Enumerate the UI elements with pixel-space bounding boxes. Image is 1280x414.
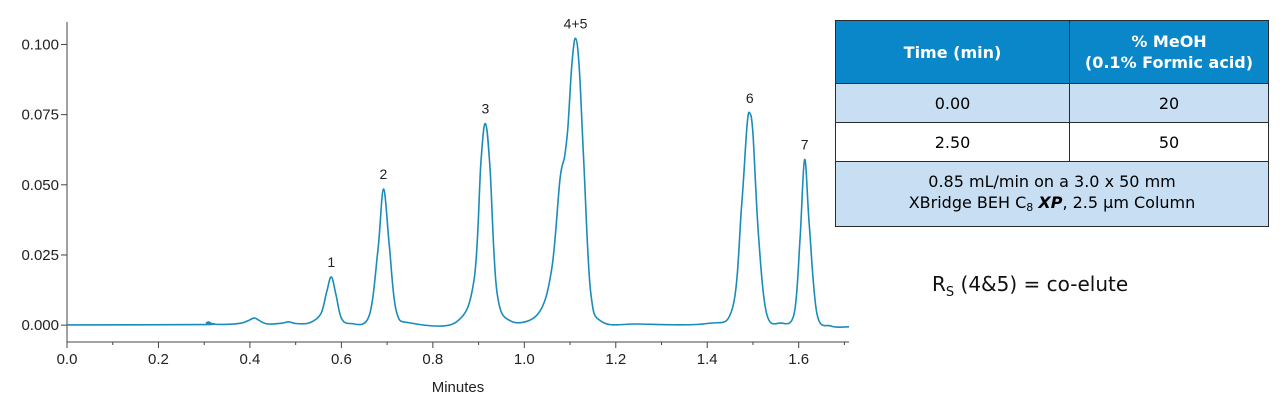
- y-tick-label: 0.025: [21, 247, 59, 264]
- x-tick-label: 0.2: [148, 351, 169, 368]
- chart-ticks: 0.0 0.2 0.4 0.6 0.8 1.0 1.2 1.4 1.6 0.000 0.025 0.0…: [21, 36, 845, 368]
- chromatogram-line: [66, 37, 850, 328]
- rs-symbol: R: [932, 272, 946, 296]
- x-axis-label: Minutes: [432, 379, 485, 396]
- y-tick-label: 0.100: [21, 36, 59, 53]
- peak-label: 2: [380, 166, 388, 182]
- x-tick-label: 0.0: [57, 351, 78, 368]
- x-tick-label: 1.6: [788, 351, 809, 368]
- gradient-table: Time (min) % MeOH (0.1% Formic acid) 0.0…: [835, 20, 1269, 227]
- note-prefix: XBridge BEH C: [908, 192, 1027, 212]
- cell-meoh: 20: [1069, 83, 1269, 123]
- chromatogram-chart: 0.0 0.2 0.4 0.6 0.8 1.0 1.2 1.4 1.6 0.000 0.025 0.0…: [21, 15, 850, 396]
- column-note: 0.85 mL/min on a 3.0 x 50 mm XBridge BEH…: [835, 161, 1269, 227]
- x-tick-label: 0.8: [422, 351, 443, 368]
- chromatogram-trace: [66, 37, 850, 328]
- note-subscript: 8: [1026, 200, 1034, 214]
- x-tick-label: 1.2: [605, 351, 626, 368]
- cell-time: 2.50: [835, 122, 1070, 162]
- y-tick-label: 0.000: [21, 317, 59, 334]
- cell-time: 0.00: [835, 83, 1070, 123]
- rs-subscript: S: [945, 285, 955, 300]
- note-line2: XBridge BEH C8 XP, 2.5 µm Column: [836, 192, 1268, 218]
- x-tick-label: 1.4: [697, 351, 718, 368]
- header-meoh-line2: (0.1% Formic acid): [1084, 53, 1254, 72]
- header-time: Time (min): [835, 20, 1070, 84]
- x-tick-label: 1.0: [514, 351, 535, 368]
- table-note-row: 0.85 mL/min on a 3.0 x 50 mm XBridge BEH…: [835, 161, 1269, 227]
- peak-labels: 1 2 3 4+5 6 7: [327, 15, 808, 270]
- peak-label: 1: [327, 254, 335, 270]
- cell-meoh: 50: [1069, 122, 1269, 162]
- note-suffix: , 2.5 µm Column: [1062, 192, 1196, 212]
- y-tick-label: 0.075: [21, 107, 59, 124]
- x-tick-label: 0.6: [331, 351, 352, 368]
- chart-axes: [66, 22, 849, 343]
- resolution-annotation: RS (4&5) = co-elute: [932, 272, 1128, 300]
- peak-label: 6: [746, 90, 754, 106]
- note-emphasis: XP: [1038, 192, 1063, 212]
- header-meoh-line1: % MeOH: [1131, 32, 1207, 51]
- table-row: 0.00 20: [835, 83, 1269, 123]
- y-tick-label: 0.050: [21, 177, 59, 194]
- peak-label: 3: [482, 101, 490, 117]
- rs-text: (4&5) = co-elute: [954, 272, 1129, 296]
- table-row: 2.50 50: [835, 122, 1269, 162]
- note-line1: 0.85 mL/min on a 3.0 x 50 mm: [928, 171, 1176, 191]
- gradient-table-header: Time (min) % MeOH (0.1% Formic acid): [835, 20, 1269, 84]
- x-tick-label: 0.4: [239, 351, 260, 368]
- peak-label: 7: [801, 137, 809, 153]
- peak-label: 4+5: [564, 15, 588, 31]
- header-meoh: % MeOH (0.1% Formic acid): [1069, 20, 1269, 84]
